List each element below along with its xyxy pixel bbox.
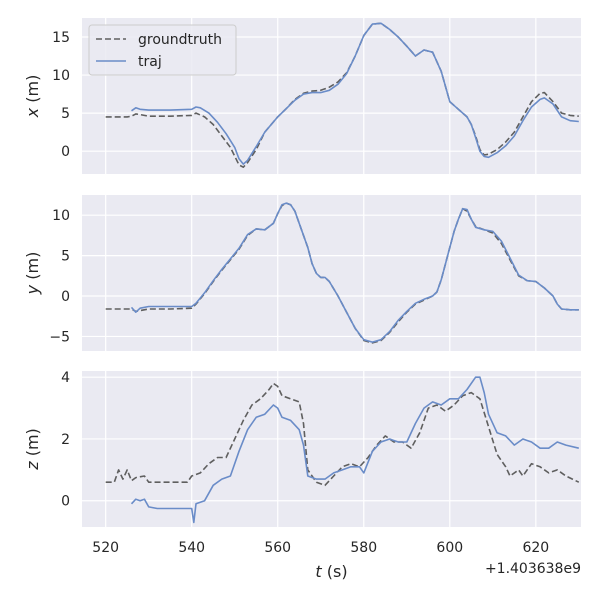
y-tick-label: 0 bbox=[61, 494, 70, 510]
y-tick-label: 10 bbox=[52, 68, 70, 84]
legend-box bbox=[88, 24, 237, 76]
y-tick-label: −5 bbox=[49, 329, 70, 345]
series-line-traj bbox=[130, 376, 579, 524]
y-tick-label: 0 bbox=[61, 144, 70, 160]
y-axis-label: y (m) bbox=[23, 252, 42, 296]
plot-area bbox=[82, 371, 581, 527]
panel-2: −5 0 5 10 y (m) bbox=[23, 195, 581, 351]
plot-area bbox=[82, 195, 581, 351]
x-tick-label: 600 bbox=[436, 540, 463, 556]
series-line-traj bbox=[131, 22, 579, 165]
x-tick-label: 620 bbox=[522, 540, 549, 556]
y-tick-label: 5 bbox=[61, 106, 70, 122]
y-tick-label: 2 bbox=[61, 432, 70, 448]
y-tick-label: 0 bbox=[61, 289, 70, 305]
x-axis-label: t (s) bbox=[315, 562, 347, 581]
legend-label-traj: traj bbox=[138, 54, 162, 70]
x-offset-label: +1.403638e9 bbox=[485, 561, 581, 577]
x-tick-label: 520 bbox=[92, 540, 119, 556]
panel-1: 0 5 10 15 x (m) groundtruth traj bbox=[23, 18, 581, 174]
x-tick-label: 560 bbox=[264, 540, 291, 556]
y-tick-label: 15 bbox=[52, 30, 70, 46]
x-tick-label: 580 bbox=[350, 540, 377, 556]
y-tick-label: 5 bbox=[61, 249, 70, 265]
series-line-traj bbox=[130, 202, 579, 343]
y-axis-label: z (m) bbox=[23, 428, 42, 471]
series-line-groundtruth bbox=[105, 382, 580, 487]
y-axis-label: x (m) bbox=[23, 75, 42, 119]
panel-3: 0 2 4 z (m) bbox=[23, 370, 581, 527]
y-tick-label: 10 bbox=[52, 208, 70, 224]
legend-label-groundtruth: groundtruth bbox=[138, 32, 222, 48]
y-tick-label: 4 bbox=[61, 370, 70, 386]
legend: groundtruth traj bbox=[88, 24, 237, 76]
x-tick-label: 540 bbox=[178, 540, 205, 556]
